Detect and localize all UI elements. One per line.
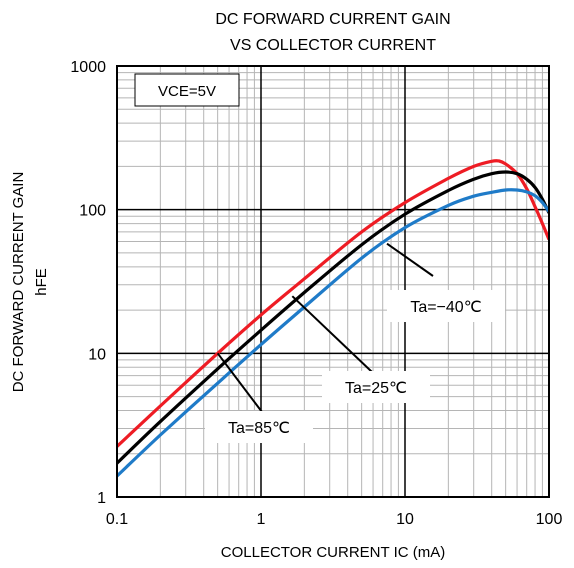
- annotation-label: Ta=−40℃: [410, 299, 481, 316]
- series-line: [117, 188, 549, 478]
- annotation-label: Ta=25℃: [345, 380, 407, 397]
- condition-box: VCE=5V: [134, 73, 240, 107]
- grid-lines: [116, 65, 550, 498]
- annotation-leader-line: [291, 295, 373, 373]
- plot-frame: [116, 65, 550, 498]
- y-tick-label: 10: [88, 346, 106, 363]
- x-tick-label: 1: [257, 511, 266, 528]
- x-tick-label: 100: [536, 511, 563, 528]
- y-axis-label-line-1: DC FORWARD CURRENT GAIN: [10, 172, 27, 393]
- annotation-box: [387, 290, 505, 322]
- x-tick-label: 0.1: [106, 511, 128, 528]
- chart-title-line-2: VS COLLECTOR CURRENT: [230, 37, 436, 54]
- y-tick-label: 1000: [70, 59, 106, 76]
- condition-label: VCE=5V: [158, 83, 216, 100]
- annotation-box: [205, 411, 313, 443]
- series-line: [117, 170, 549, 465]
- y-tick-label: 1: [97, 490, 106, 507]
- chart-title-line-1: DC FORWARD CURRENT GAIN: [215, 11, 450, 28]
- y-tick-label: 100: [79, 203, 106, 220]
- y-axis-label-line-2: hFE: [33, 268, 50, 296]
- annotation-leader-line: [386, 242, 434, 277]
- annotation-label: Ta=85℃: [228, 420, 290, 437]
- annotation-leader-line: [216, 352, 263, 413]
- series-layer: [117, 159, 549, 478]
- x-tick-label: 10: [396, 511, 414, 528]
- annotations: Ta=−40℃ Ta=25℃ Ta=85℃: [205, 242, 505, 443]
- annotation-box: [322, 371, 430, 403]
- x-axis-label: COLLECTOR CURRENT IC (mA): [221, 544, 445, 561]
